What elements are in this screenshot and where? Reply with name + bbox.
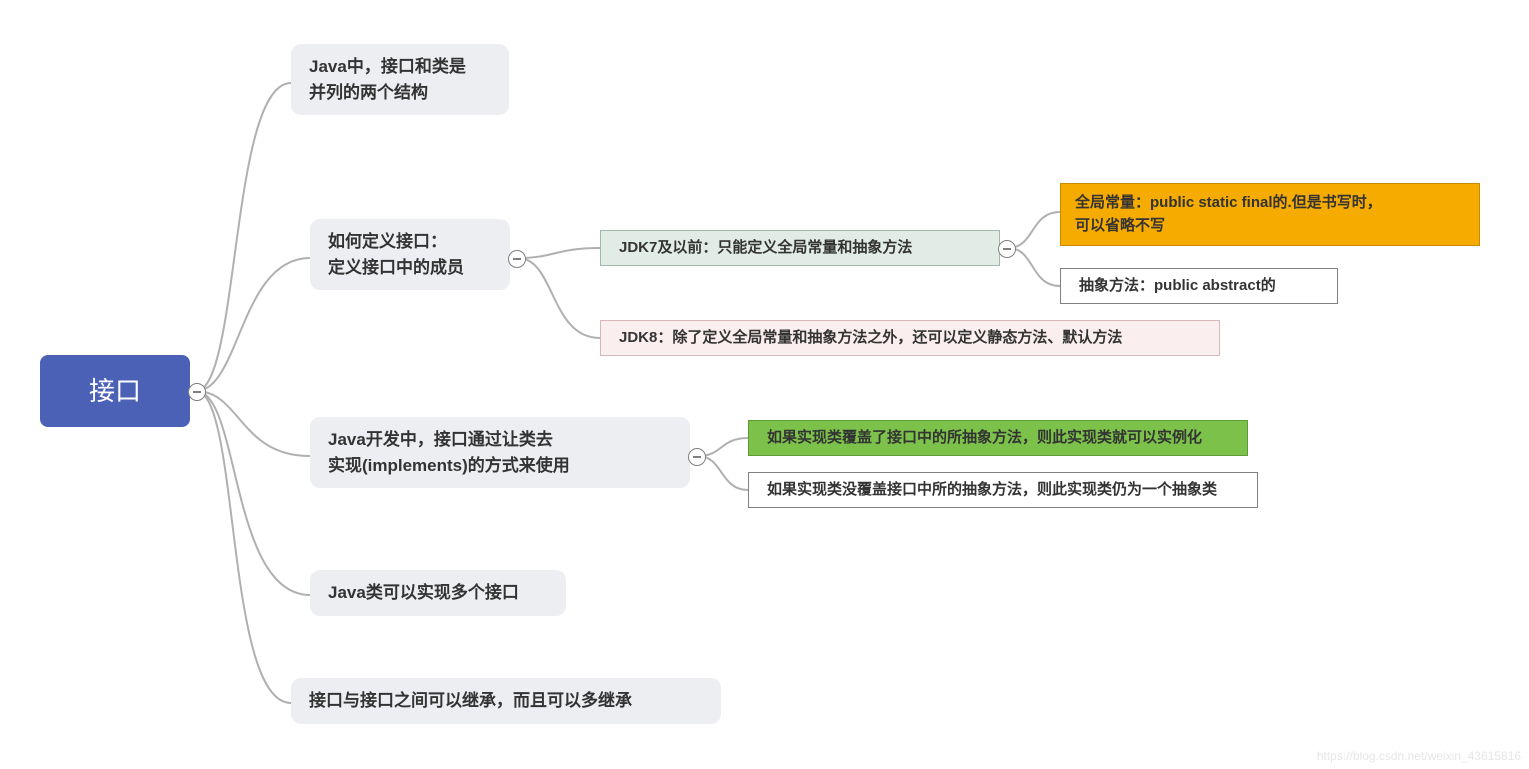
const-label: 全局常量：public static final的.但是书写时， 可以省略不写: [1075, 192, 1382, 237]
l1-label-2: 如何定义接口： 定义接口中的成员: [328, 229, 464, 280]
impl2-node[interactable]: 如果实现类没覆盖接口中所的抽象方法，则此实现类仍为一个抽象类: [748, 472, 1258, 508]
const-node[interactable]: 全局常量：public static final的.但是书写时， 可以省略不写: [1060, 183, 1480, 246]
abs-node[interactable]: 抽象方法：public abstract的: [1060, 268, 1338, 304]
jdk8-label: JDK8：除了定义全局常量和抽象方法之外，还可以定义静态方法、默认方法: [619, 327, 1122, 350]
jdk8-node[interactable]: JDK8：除了定义全局常量和抽象方法之外，还可以定义静态方法、默认方法: [600, 320, 1220, 356]
watermark: https://blog.csdn.net/weixin_43615816: [1317, 749, 1521, 763]
root-toggle[interactable]: [188, 383, 206, 401]
root-label: 接口: [89, 372, 141, 411]
l1-toggle-3[interactable]: [688, 448, 706, 466]
l1-label-5: 接口与接口之间可以继承，而且可以多继承: [309, 688, 632, 714]
jdk7-node[interactable]: JDK7及以前：只能定义全局常量和抽象方法: [600, 230, 1000, 266]
connector-layer: [0, 0, 1529, 769]
l1-node-5[interactable]: 接口与接口之间可以继承，而且可以多继承: [291, 678, 721, 724]
impl1-label: 如果实现类覆盖了接口中的所抽象方法，则此实现类就可以实例化: [767, 427, 1202, 450]
l1-label-1: Java中，接口和类是 并列的两个结构: [309, 54, 466, 105]
jdk7-label: JDK7及以前：只能定义全局常量和抽象方法: [619, 237, 912, 260]
l1-node-2[interactable]: 如何定义接口： 定义接口中的成员: [310, 219, 510, 290]
l1-node-1[interactable]: Java中，接口和类是 并列的两个结构: [291, 44, 509, 115]
l1-toggle-2[interactable]: [508, 250, 526, 268]
impl1-node[interactable]: 如果实现类覆盖了接口中的所抽象方法，则此实现类就可以实例化: [748, 420, 1248, 456]
abs-label: 抽象方法：public abstract的: [1079, 275, 1276, 298]
l1-node-3[interactable]: Java开发中，接口通过让类去 实现(implements)的方式来使用: [310, 417, 690, 488]
root-node[interactable]: 接口: [40, 355, 190, 427]
l1-node-4[interactable]: Java类可以实现多个接口: [310, 570, 566, 616]
jdk7-toggle[interactable]: [998, 240, 1016, 258]
l1-label-4: Java类可以实现多个接口: [328, 580, 519, 606]
impl2-label: 如果实现类没覆盖接口中所的抽象方法，则此实现类仍为一个抽象类: [767, 479, 1217, 502]
l1-label-3: Java开发中，接口通过让类去 实现(implements)的方式来使用: [328, 427, 570, 478]
